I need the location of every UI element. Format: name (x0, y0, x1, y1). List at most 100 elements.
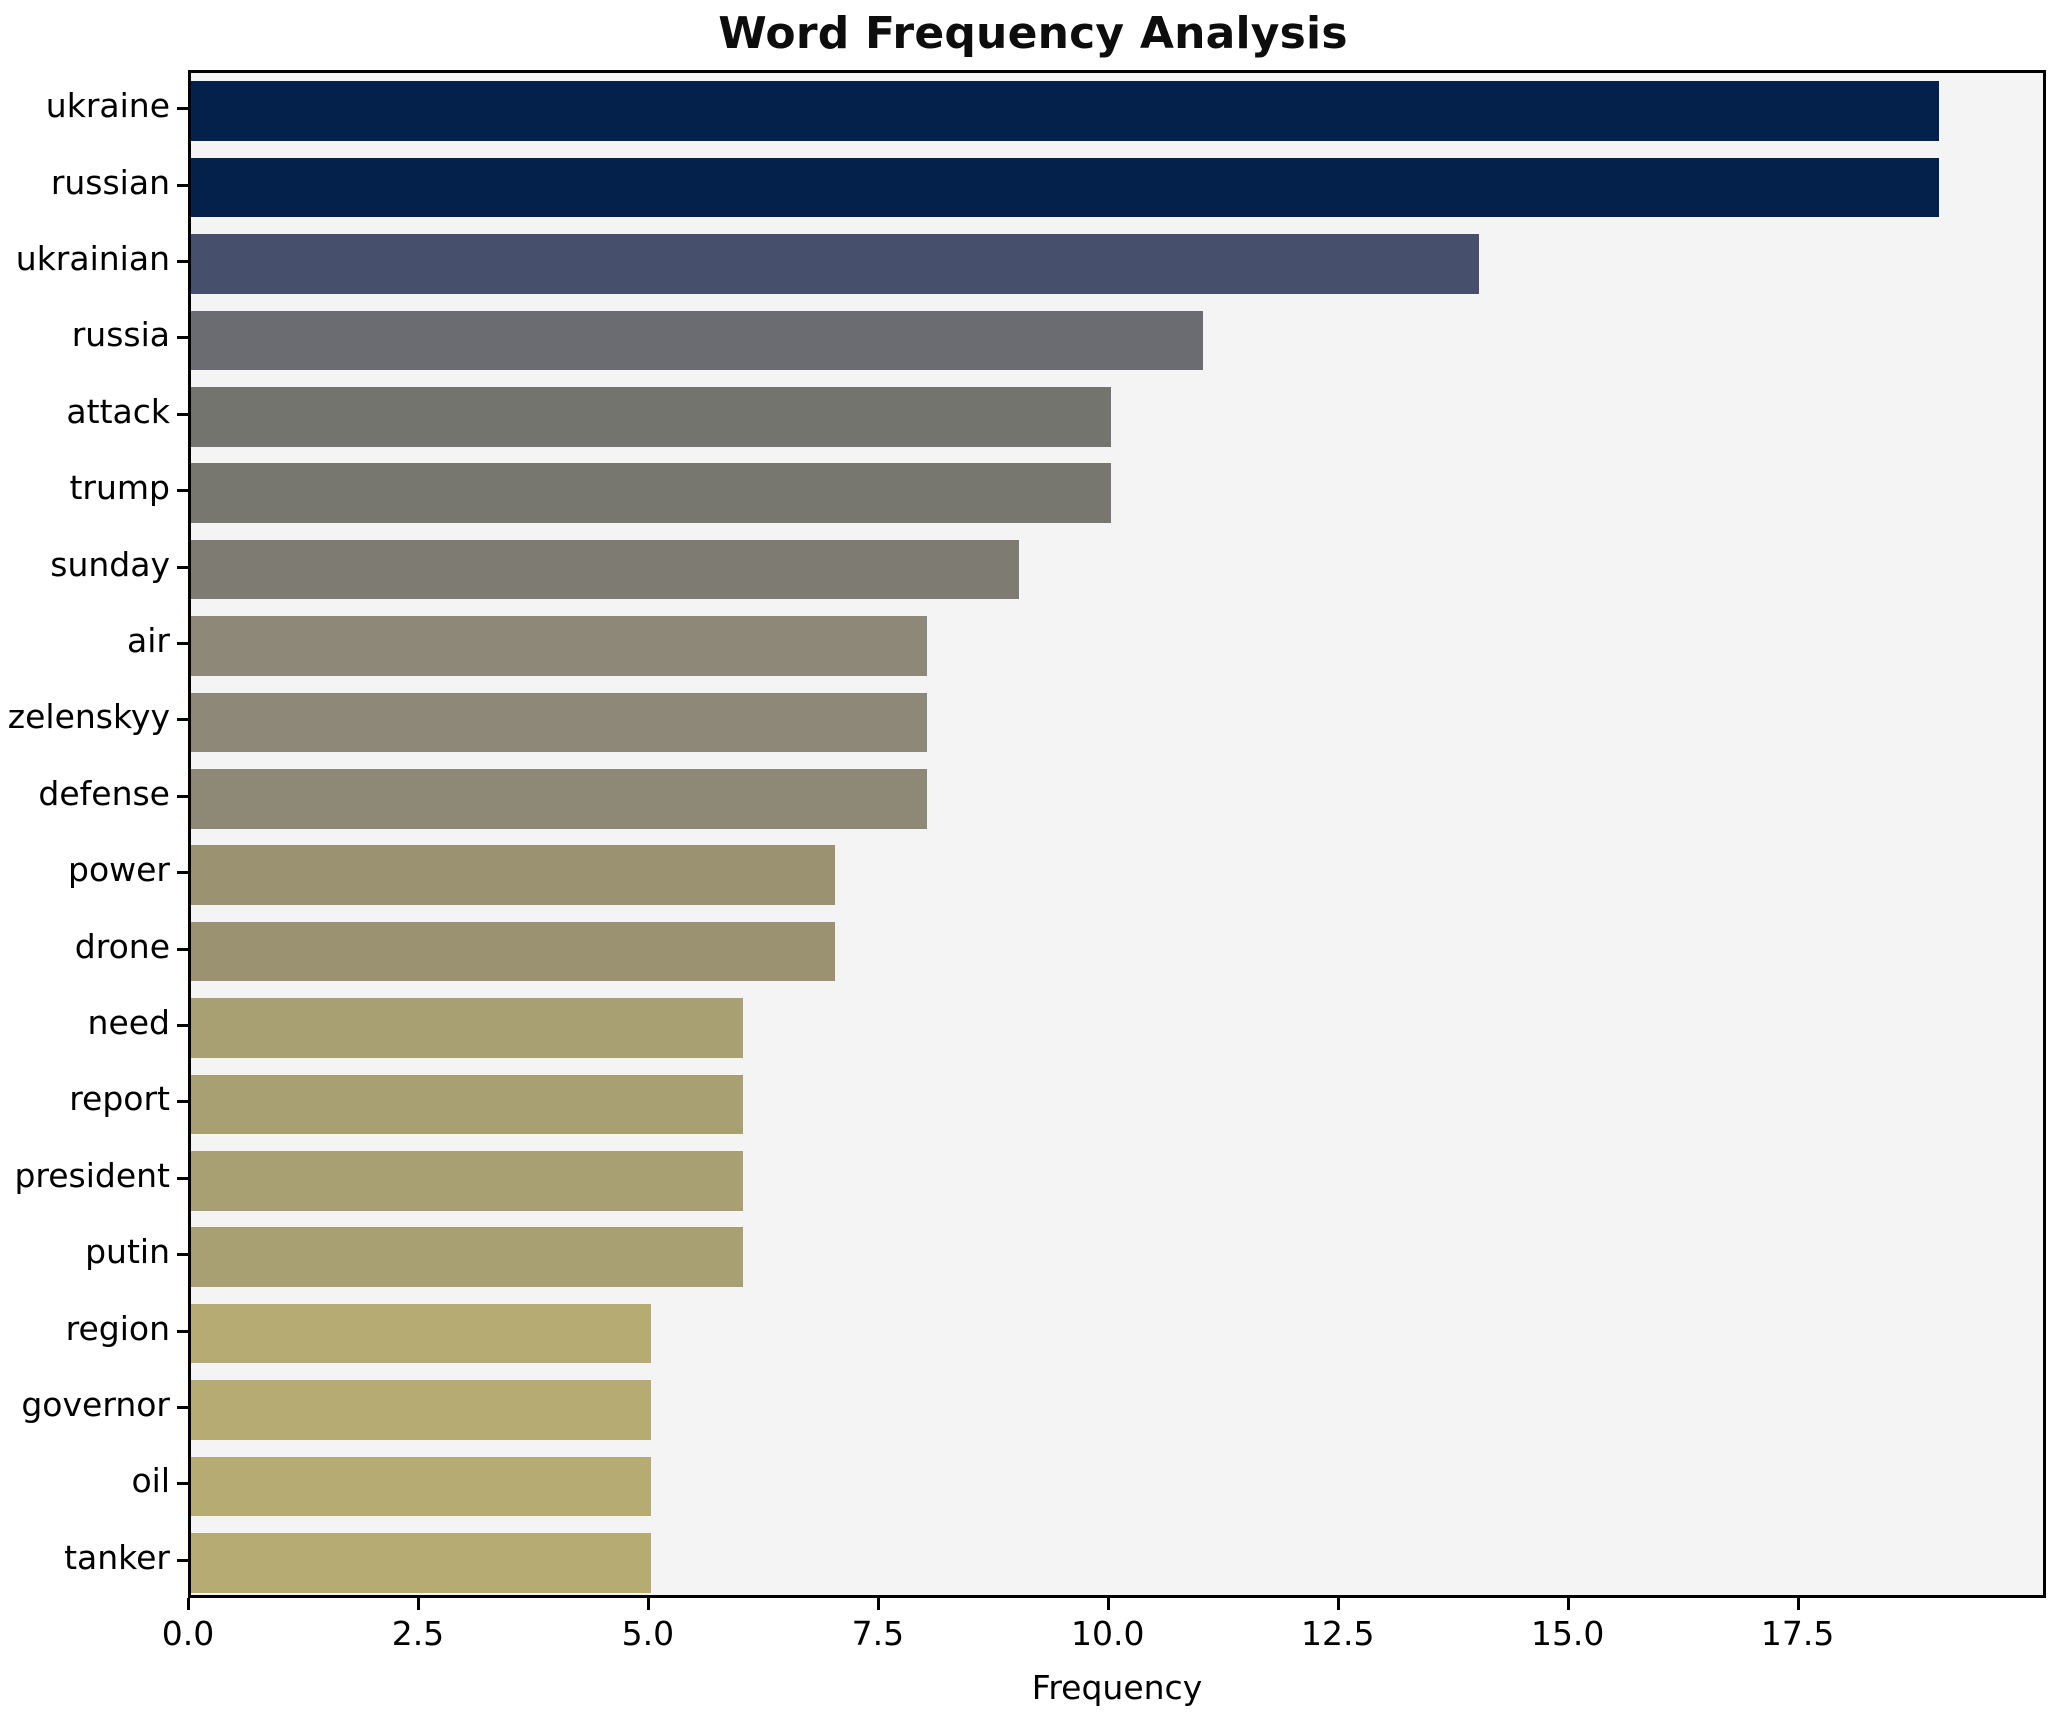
y-tick-label-need: need (87, 1003, 170, 1042)
page-title: Word Frequency Analysis (718, 8, 1348, 59)
y-tick-mark (177, 183, 188, 187)
bar-tanker (191, 1533, 651, 1593)
y-tick-label-governor: governor (21, 1385, 170, 1424)
y-tick-mark (177, 107, 188, 111)
bar-row (191, 1533, 2043, 1593)
y-tick-mark (177, 412, 188, 416)
x-tick-label-5.0: 5.0 (621, 1614, 675, 1653)
bar-power (191, 845, 835, 905)
y-tick-label-region: region (65, 1308, 170, 1348)
bar-row (191, 234, 2043, 294)
x-tick-mark (1566, 1598, 1570, 1610)
bar-row (191, 845, 2043, 905)
y-tick-label-oil: oil (131, 1461, 170, 1501)
bar-row (191, 1227, 2043, 1287)
bar-governor (191, 1380, 651, 1440)
y-tick-mark (177, 718, 188, 722)
bar-russia (191, 310, 1203, 371)
bar-zelenskyy (191, 692, 927, 753)
y-tick-label-putin: putin (85, 1232, 170, 1272)
bar-attack (191, 387, 1111, 447)
y-tick-label-attack: attack (66, 391, 170, 431)
y-tick-label-tanker: tanker (64, 1537, 170, 1577)
bar-need (191, 998, 743, 1058)
x-tick-label-12.5: 12.5 (1301, 1614, 1375, 1653)
y-tick-mark (177, 1176, 188, 1180)
bar-row (191, 1380, 2043, 1440)
bar-row (191, 1456, 2043, 1517)
y-tick-mark (177, 489, 188, 493)
x-tick-label-15.0: 15.0 (1530, 1614, 1605, 1653)
bar-russian (191, 157, 1939, 218)
bar-row (191, 921, 2043, 982)
bar-row (191, 1151, 2043, 1211)
y-tick-label-power: power (68, 850, 170, 890)
bar-president (191, 1151, 743, 1211)
x-tick-label-0.0: 0.0 (161, 1614, 215, 1653)
y-tick-mark (177, 794, 188, 798)
bar-row (191, 692, 2043, 753)
x-tick-mark (416, 1598, 420, 1610)
y-tick-label-president: president (14, 1155, 170, 1195)
x-tick-label-10.0: 10.0 (1071, 1614, 1145, 1653)
y-tick-mark (177, 336, 188, 340)
bar-report (191, 1074, 743, 1135)
y-tick-mark (177, 1558, 188, 1562)
bar-oil (191, 1456, 651, 1517)
x-tick-mark (876, 1598, 880, 1610)
y-tick-label-sunday: sunday (50, 544, 170, 584)
y-tick-mark (177, 1406, 188, 1409)
y-tick-label-drone: drone (74, 926, 170, 966)
bar-defense (191, 769, 927, 829)
bar-row (191, 81, 2043, 141)
y-tick-mark (177, 1100, 188, 1104)
y-tick-mark (177, 1482, 188, 1486)
y-tick-label-defense: defense (38, 773, 170, 813)
bar-row (191, 157, 2043, 218)
y-tick-label-russia: russia (71, 315, 170, 355)
bar-row (191, 1303, 2043, 1364)
y-tick-label-air: air (127, 621, 170, 660)
x-tick-mark (1336, 1598, 1340, 1610)
y-tick-label-russian: russian (50, 162, 170, 202)
x-tick-label-17.5: 17.5 (1760, 1614, 1835, 1653)
y-tick-mark (177, 1024, 188, 1027)
bar-region (191, 1303, 651, 1364)
bar-drone (191, 921, 835, 982)
y-tick-label-ukrainian: ukrainian (15, 239, 170, 278)
y-tick-mark (177, 260, 188, 263)
bar-sunday (191, 539, 1019, 600)
bar-row (191, 1074, 2043, 1135)
bar-row (191, 387, 2043, 447)
bar-row (191, 310, 2043, 371)
x-tick-mark (1796, 1598, 1800, 1610)
y-tick-mark (177, 565, 188, 569)
y-tick-mark (177, 1253, 188, 1257)
plot-area (188, 70, 2046, 1598)
x-tick-mark (1106, 1598, 1110, 1610)
bar-row (191, 998, 2043, 1058)
bar-air (191, 616, 927, 676)
x-axis-title: Frequency (1031, 1668, 1203, 1707)
y-tick-label-ukraine: ukraine (45, 86, 170, 126)
bar-row (191, 463, 2043, 523)
bar-ukrainian (191, 234, 1479, 294)
x-tick-mark (187, 1598, 190, 1610)
y-tick-mark (177, 1329, 188, 1333)
bar-ukraine (191, 81, 1939, 141)
bar-row (191, 769, 2043, 829)
x-tick-label-7.5: 7.5 (851, 1614, 905, 1653)
y-tick-mark (177, 871, 188, 875)
y-tick-label-zelenskyy: zelenskyy (7, 697, 170, 737)
bars-layer (191, 73, 2043, 1595)
x-tick-label-2.5: 2.5 (391, 1614, 445, 1653)
bar-row (191, 539, 2043, 600)
y-tick-mark (177, 642, 188, 645)
bar-row (191, 616, 2043, 676)
bar-trump (191, 463, 1111, 523)
y-tick-label-report: report (69, 1079, 170, 1119)
x-tick-mark (646, 1598, 650, 1610)
bar-putin (191, 1227, 743, 1287)
y-tick-mark (177, 947, 188, 951)
